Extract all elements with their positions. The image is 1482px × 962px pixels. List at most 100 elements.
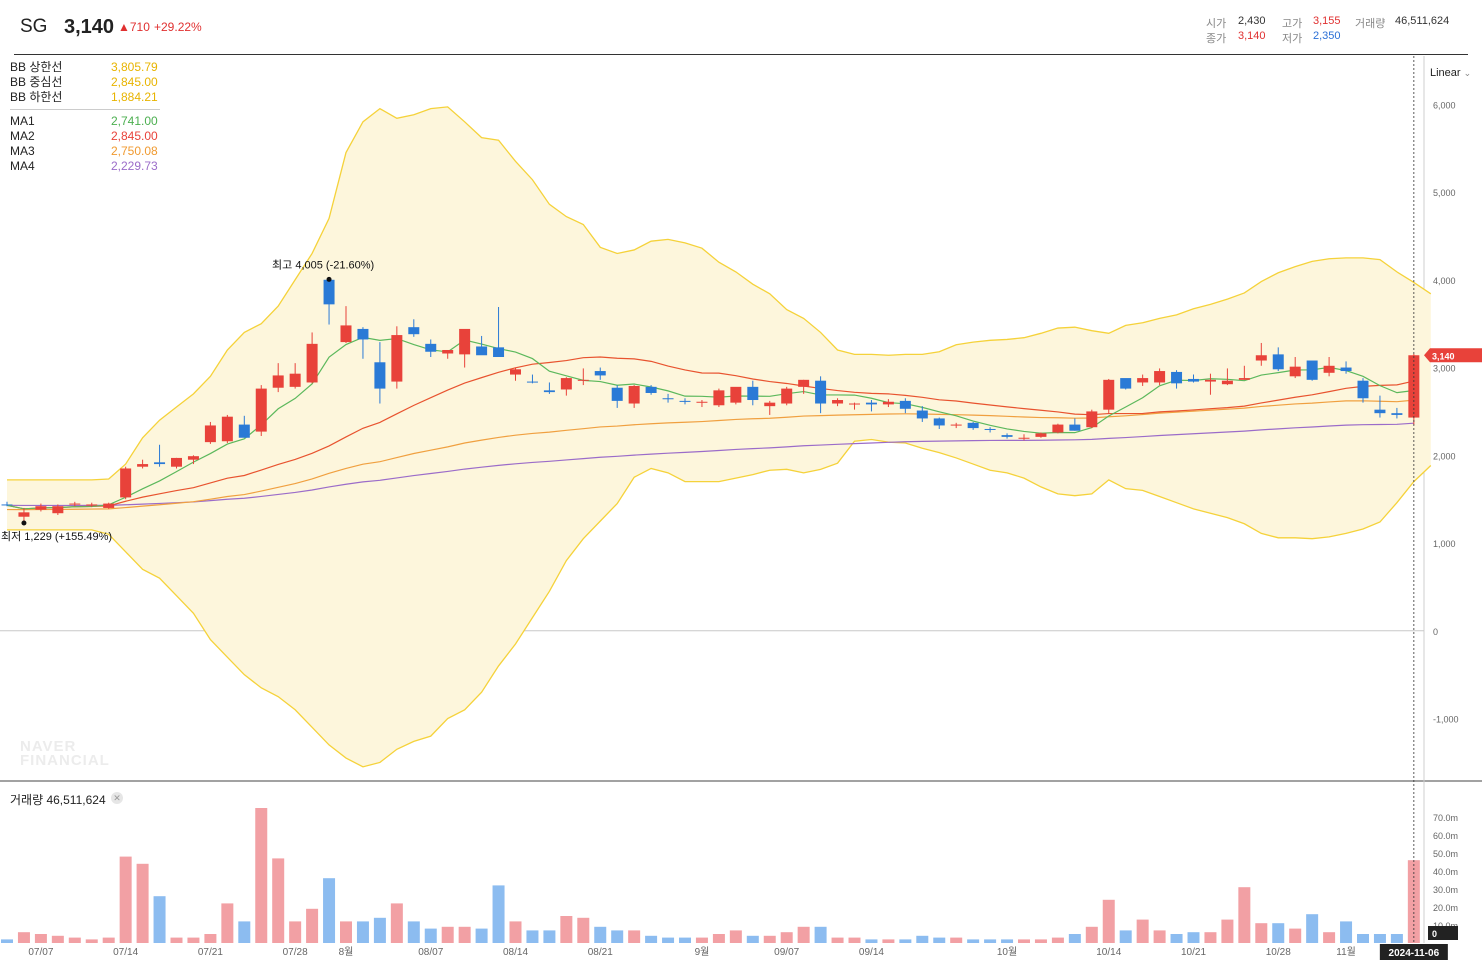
volume-bar [1085,926,1098,943]
legend-name: BB 하한선 [10,90,63,104]
candle-body [1340,367,1352,372]
volume-bar [967,939,980,943]
scale-mode-label: Linear [1430,67,1461,79]
candle-body [1154,371,1166,383]
volume-bar [1001,939,1014,943]
legend-name: MA4 [10,159,35,173]
close-icon[interactable]: ✕ [111,792,123,804]
candle-body [679,400,691,402]
candle-body [526,381,538,383]
legend-name: MA2 [10,129,35,143]
candle-body [1221,380,1233,385]
candle-body [781,388,793,404]
volume-bar [543,930,556,943]
legend-value: 3,805.79 [111,60,158,74]
candle-body [1391,413,1403,415]
volume-bar [577,917,590,943]
volume-bar [1357,934,1369,943]
current-price: 3,140 [64,16,115,38]
volume-bar [594,926,607,943]
volume-bar [729,930,742,943]
candle-body [1188,378,1199,382]
candle-body [967,422,979,429]
bollinger-upper-line [7,106,1432,481]
volume-bar [204,934,217,943]
volume-bar [1018,939,1030,943]
max-marker [326,276,332,282]
candle-body [137,464,149,467]
volume-bar [763,935,776,943]
price-change-pct: +29.22% [154,20,202,34]
legend-value: 2,229.73 [111,159,158,173]
candle-body [1120,378,1132,389]
candle-body [120,468,132,498]
legend-bb-middle: BB 중심선 2,845.00 [10,75,160,90]
volume-bar [1340,921,1353,943]
volume-bar [1102,899,1115,943]
candle-body [798,379,810,387]
close-value: 3,140 [1238,30,1266,42]
volume-bar [1068,934,1081,943]
y-tick-label: -1,000 [1433,715,1459,725]
y-tick-label: 0 [1433,627,1438,637]
candle-body [1289,366,1301,377]
legend-ma3: MA3 2,750.08 [10,144,160,159]
price-tag [1424,348,1482,363]
x-tick-label: 09/07 [774,947,799,958]
legend-value: 2,750.08 [111,144,158,158]
x-tick-label: 07/21 [198,947,223,958]
x-tick-label: 07/28 [283,947,308,958]
volume-bar [984,939,997,943]
candle-body [611,387,623,401]
candle-body [882,401,894,405]
candle-body [815,380,827,404]
x-tick-label: 10월 [997,946,1017,958]
candle-body [289,373,301,387]
legend-name: MA1 [10,114,35,128]
volume-bar [746,935,759,943]
volume-bar [34,934,47,943]
candle-body [933,418,945,426]
volume-bar [68,937,81,943]
candle-body [1103,379,1115,410]
volume-bar [611,930,624,943]
volume-bar [712,934,725,943]
high-value: 3,155 [1313,15,1341,27]
candle-body [577,379,589,381]
legend-divider [10,109,160,110]
volume-bar [187,937,200,943]
vol-tick-label: 60.0m [1433,831,1458,841]
volume-label: 거래량 [1355,18,1386,30]
volume-bar [441,926,454,943]
candle-body [204,425,216,443]
candle-body [154,462,166,465]
candle-body [1374,409,1386,414]
candle-body [306,343,318,383]
volume-bar [831,937,844,943]
x-tick-label: 10/14 [1096,947,1121,958]
volume-bar [475,928,488,943]
price-change: ▲710 [118,20,150,34]
candle-body [408,327,420,335]
candle-body [713,390,725,406]
volume-bar [1373,934,1386,943]
candle-body [1255,355,1267,361]
volume-bar [1170,934,1183,943]
volume-bar [662,937,675,943]
scale-mode-dropdown[interactable]: Linear ⌄ [1430,67,1471,79]
candle-body [35,506,47,510]
x-tick-label: 08/21 [588,947,613,958]
volume-bar [1204,932,1217,943]
candle-body [221,416,233,442]
candle-body [476,346,488,356]
legend-bb-upper: BB 상한선 3,805.79 [10,60,160,75]
ma4-line [6,422,1414,507]
volume-bar [356,921,369,943]
volume-bar [1187,932,1200,943]
x-tick-label: 08/07 [418,947,443,958]
candle-body [1,504,13,506]
x-tick-label: 8월 [339,946,354,958]
volume-bar [153,896,166,943]
volume-bar [628,930,641,943]
